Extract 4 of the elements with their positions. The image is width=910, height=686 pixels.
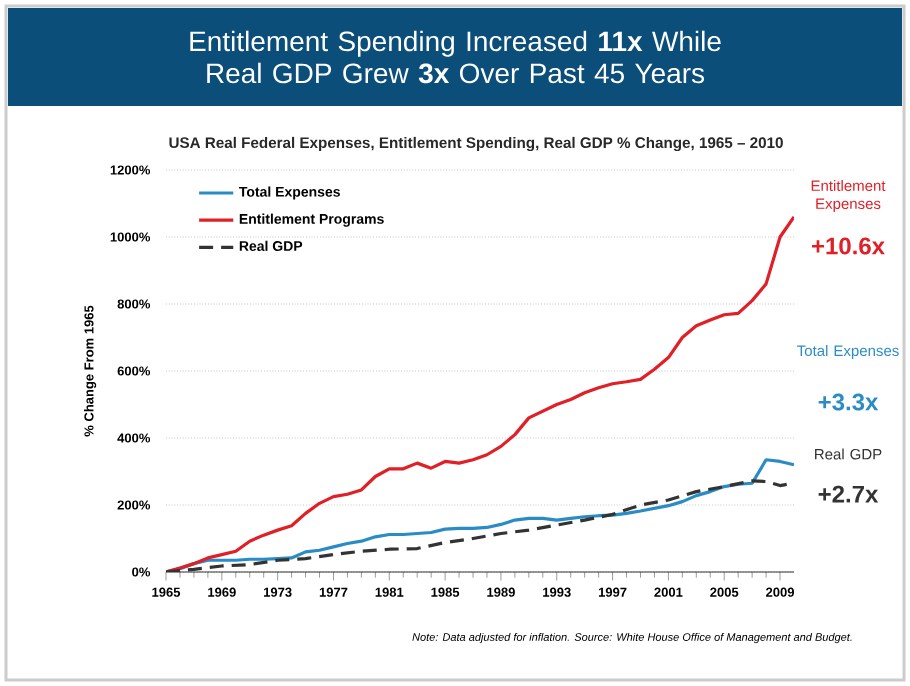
- text: +10.6x: [811, 237, 885, 255]
- chart-title: Entitlement Spending Increased 11x While Real GDP Grew 3x Over Past 45 Years: [190, 30, 721, 84]
- text: +3.3x: [818, 393, 879, 411]
- text: +2.7x: [818, 485, 879, 503]
